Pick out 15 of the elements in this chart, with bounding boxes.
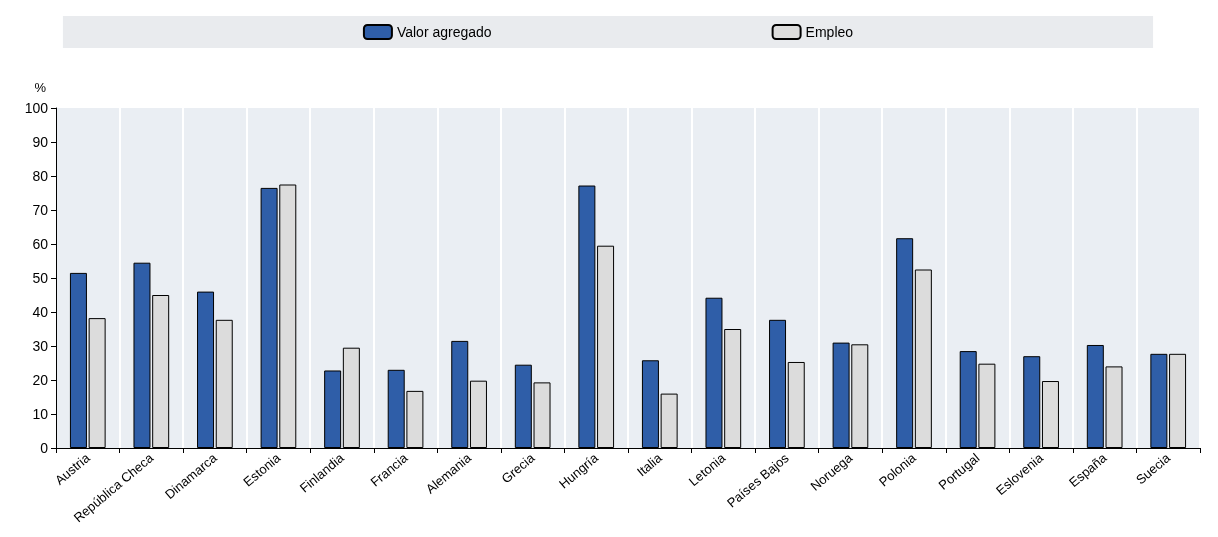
- legend-label: Valor agregado: [396, 24, 492, 40]
- y-tick-label: 40: [32, 304, 49, 320]
- y-tick-label: 70: [32, 202, 49, 218]
- y-tick-label: 90: [32, 134, 49, 150]
- y-tick-label: 0: [40, 440, 49, 456]
- y-tick-label: 60: [32, 236, 49, 252]
- y-tick-label: 20: [32, 372, 49, 388]
- y-tick-label: 30: [32, 338, 49, 354]
- y-tick-label: 100: [24, 100, 49, 116]
- x-tick-label: Italia: [633, 449, 666, 480]
- y-tick-label: 80: [32, 168, 49, 184]
- y-tick-label: 10: [32, 406, 49, 422]
- legend-label: Empleo: [805, 24, 854, 40]
- y-tick-label: 50: [32, 270, 49, 286]
- y-axis-title: %: [34, 80, 47, 95]
